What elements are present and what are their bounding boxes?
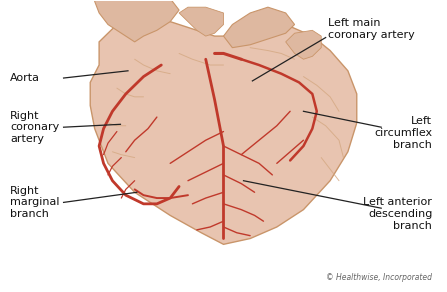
Polygon shape <box>286 30 321 59</box>
Text: Right
marginal
branch: Right marginal branch <box>10 186 60 219</box>
Text: Left main
coronary artery: Left main coronary artery <box>328 18 415 40</box>
Polygon shape <box>95 0 179 42</box>
Text: Left
circumflex
branch: Left circumflex branch <box>374 117 432 150</box>
Polygon shape <box>90 16 357 244</box>
Polygon shape <box>179 7 224 36</box>
Text: Right
coronary
artery: Right coronary artery <box>10 111 59 144</box>
Polygon shape <box>224 7 295 48</box>
Text: Left anterior
descending
branch: Left anterior descending branch <box>363 197 432 231</box>
Text: © Healthwise, Incorporated: © Healthwise, Incorporated <box>326 273 432 282</box>
Text: Aorta: Aorta <box>10 73 40 83</box>
